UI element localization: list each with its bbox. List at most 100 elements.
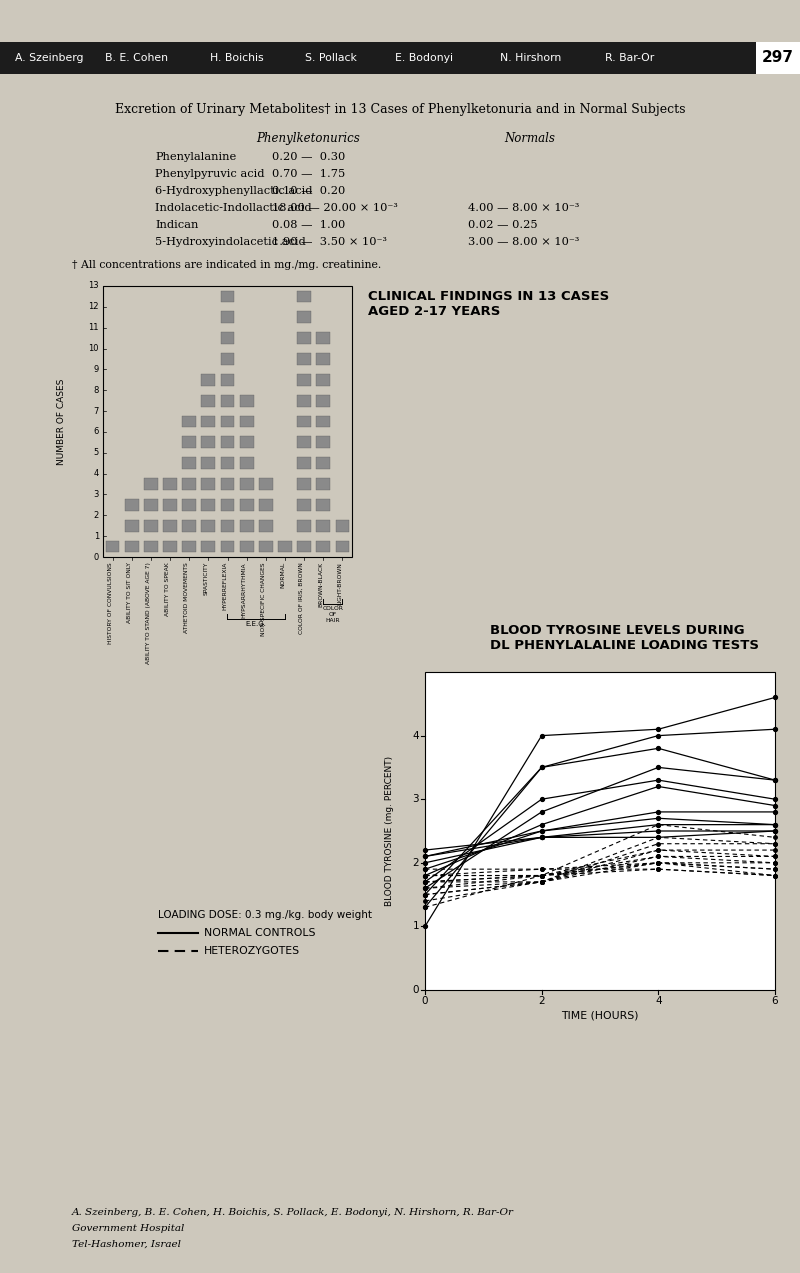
Text: S. Pollack: S. Pollack xyxy=(305,53,357,62)
Bar xyxy=(316,353,330,365)
Text: 1: 1 xyxy=(94,532,99,541)
Text: B. E. Cohen: B. E. Cohen xyxy=(105,53,168,62)
Text: 3: 3 xyxy=(412,794,419,805)
Text: ATHETOID MOVEMENTS: ATHETOID MOVEMENTS xyxy=(184,561,189,633)
Text: E. Bodonyi: E. Bodonyi xyxy=(395,53,453,62)
Bar xyxy=(202,457,215,468)
Text: HYPERREFLEXIA: HYPERREFLEXIA xyxy=(222,561,227,610)
Text: 4: 4 xyxy=(94,470,99,479)
Text: Normals: Normals xyxy=(505,132,555,145)
Bar xyxy=(316,519,330,532)
Text: NORMAL CONTROLS: NORMAL CONTROLS xyxy=(204,928,315,938)
Bar xyxy=(316,499,330,510)
Text: 0.10 —  0.20: 0.10 — 0.20 xyxy=(272,186,346,196)
Text: 2: 2 xyxy=(412,858,419,868)
Bar xyxy=(756,42,800,74)
Text: 8: 8 xyxy=(94,386,99,395)
Text: 12: 12 xyxy=(89,303,99,312)
Bar xyxy=(240,519,254,532)
Text: 6: 6 xyxy=(94,428,99,437)
Bar xyxy=(259,541,273,552)
Bar xyxy=(259,519,273,532)
Bar xyxy=(240,479,254,490)
Bar xyxy=(221,312,234,323)
Bar xyxy=(316,416,330,428)
Text: 0: 0 xyxy=(413,985,419,995)
Text: N. Hirshorn: N. Hirshorn xyxy=(500,53,562,62)
Text: SPASTICITY: SPASTICITY xyxy=(203,561,208,596)
Text: 4.00 — 8.00 × 10⁻³: 4.00 — 8.00 × 10⁻³ xyxy=(468,202,579,213)
Text: R. Bar-Or: R. Bar-Or xyxy=(605,53,654,62)
Bar xyxy=(144,519,158,532)
Bar xyxy=(298,312,311,323)
Bar xyxy=(221,395,234,406)
Text: HISTORY OF CONVULSIONS: HISTORY OF CONVULSIONS xyxy=(107,561,113,644)
Text: 0.70 —  1.75: 0.70 — 1.75 xyxy=(272,169,346,179)
Text: 3: 3 xyxy=(94,490,99,499)
Bar xyxy=(144,479,158,490)
Text: BROWN-BLACK: BROWN-BLACK xyxy=(318,561,323,607)
Bar xyxy=(182,541,196,552)
Bar xyxy=(202,479,215,490)
Bar xyxy=(182,457,196,468)
Text: HETEROZYGOTES: HETEROZYGOTES xyxy=(204,946,300,956)
Text: Phenylketonurics: Phenylketonurics xyxy=(256,132,360,145)
Text: 2: 2 xyxy=(538,995,545,1006)
Text: 4: 4 xyxy=(412,731,419,741)
Bar xyxy=(106,541,119,552)
Text: 18.00 — 20.00 × 10⁻³: 18.00 — 20.00 × 10⁻³ xyxy=(272,202,398,213)
Bar xyxy=(316,457,330,468)
Bar xyxy=(182,499,196,510)
Bar xyxy=(202,374,215,386)
Text: 10: 10 xyxy=(89,344,99,353)
Text: 6-Hydroxyphenyllactic acid: 6-Hydroxyphenyllactic acid xyxy=(155,186,313,196)
Text: 3.00 — 8.00 × 10⁻³: 3.00 — 8.00 × 10⁻³ xyxy=(468,237,579,247)
Bar xyxy=(202,395,215,406)
Text: Phenylpyruvic acid: Phenylpyruvic acid xyxy=(155,169,265,179)
Bar xyxy=(298,457,311,468)
Text: 0: 0 xyxy=(94,552,99,561)
Bar xyxy=(240,457,254,468)
Bar xyxy=(298,374,311,386)
Text: NON-SPECIFIC CHANGES: NON-SPECIFIC CHANGES xyxy=(261,561,266,635)
Text: 5: 5 xyxy=(94,448,99,457)
Bar xyxy=(202,437,215,448)
Bar xyxy=(259,499,273,510)
Bar xyxy=(0,42,800,74)
Bar xyxy=(278,541,292,552)
Text: 11: 11 xyxy=(89,323,99,332)
Bar xyxy=(221,353,234,365)
Text: A. Szeinberg, B. E. Cohen, H. Boichis, S. Pollack, E. Bodonyi, N. Hirshorn, R. B: A. Szeinberg, B. E. Cohen, H. Boichis, S… xyxy=(72,1208,514,1217)
Bar xyxy=(125,519,138,532)
Bar xyxy=(221,332,234,344)
Text: 9: 9 xyxy=(94,365,99,374)
Bar xyxy=(221,519,234,532)
Text: 0: 0 xyxy=(422,995,428,1006)
Text: A. Szeinberg: A. Szeinberg xyxy=(15,53,83,62)
Text: ABILITY TO STAND (ABOVE AGE 7): ABILITY TO STAND (ABOVE AGE 7) xyxy=(146,561,151,665)
Text: 1: 1 xyxy=(412,922,419,932)
Bar xyxy=(298,416,311,428)
Bar xyxy=(316,395,330,406)
Bar xyxy=(221,416,234,428)
Bar xyxy=(335,519,350,532)
Bar xyxy=(144,541,158,552)
Bar xyxy=(316,437,330,448)
Bar xyxy=(298,541,311,552)
Text: ABILITY TO SIT ONLY: ABILITY TO SIT ONLY xyxy=(126,561,132,622)
Bar xyxy=(240,541,254,552)
Bar xyxy=(221,499,234,510)
Text: CLINICAL FINDINGS IN 13 CASES
AGED 2-17 YEARS: CLINICAL FINDINGS IN 13 CASES AGED 2-17 … xyxy=(368,290,610,318)
Text: Indican: Indican xyxy=(155,220,198,230)
Bar xyxy=(182,519,196,532)
Text: 7: 7 xyxy=(94,406,99,415)
Bar xyxy=(182,437,196,448)
Bar xyxy=(221,374,234,386)
Text: BLOOD TYROSINE (mg. PERCENT): BLOOD TYROSINE (mg. PERCENT) xyxy=(386,756,394,906)
Bar xyxy=(163,519,177,532)
Bar xyxy=(316,479,330,490)
Bar xyxy=(298,437,311,448)
Bar xyxy=(298,353,311,365)
Bar xyxy=(125,499,138,510)
Text: Excretion of Urinary Metabolites† in 13 Cases of Phenylketonuria and in Normal S: Excretion of Urinary Metabolites† in 13 … xyxy=(114,103,686,116)
